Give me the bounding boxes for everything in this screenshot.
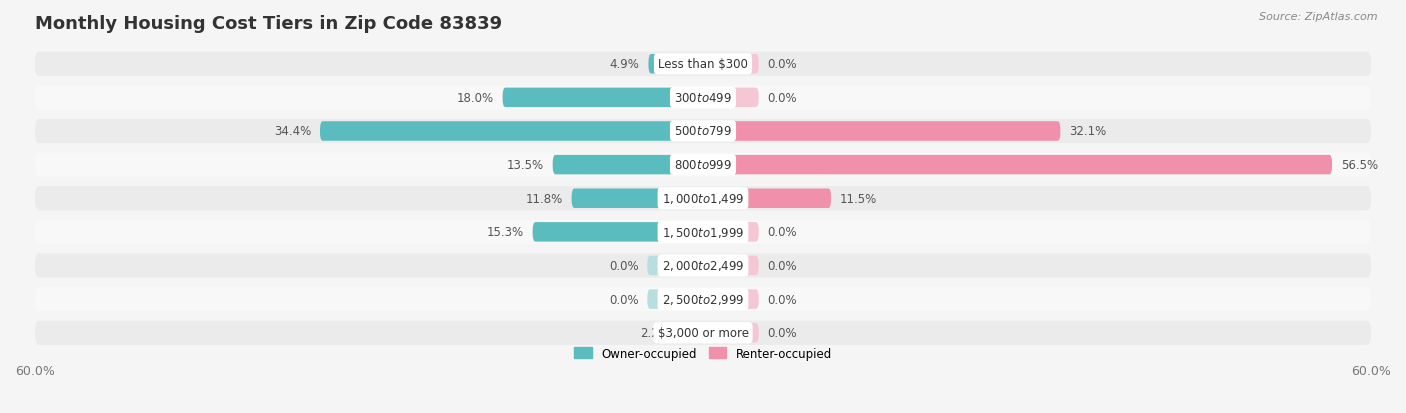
FancyBboxPatch shape <box>35 153 1371 177</box>
FancyBboxPatch shape <box>703 189 831 209</box>
FancyBboxPatch shape <box>35 52 1371 77</box>
Text: 0.0%: 0.0% <box>768 92 797 104</box>
Text: 56.5%: 56.5% <box>1341 159 1378 172</box>
FancyBboxPatch shape <box>679 323 703 343</box>
FancyBboxPatch shape <box>35 86 1371 110</box>
FancyBboxPatch shape <box>703 88 759 108</box>
Text: $500 to $799: $500 to $799 <box>673 125 733 138</box>
Text: 0.0%: 0.0% <box>768 293 797 306</box>
Text: $1,000 to $1,499: $1,000 to $1,499 <box>662 192 744 206</box>
FancyBboxPatch shape <box>572 189 703 209</box>
FancyBboxPatch shape <box>35 287 1371 311</box>
Text: 0.0%: 0.0% <box>609 259 638 272</box>
Text: 0.0%: 0.0% <box>609 293 638 306</box>
Text: $800 to $999: $800 to $999 <box>673 159 733 172</box>
Text: Less than $300: Less than $300 <box>658 58 748 71</box>
Text: 34.4%: 34.4% <box>274 125 311 138</box>
Text: 15.3%: 15.3% <box>486 226 524 239</box>
FancyBboxPatch shape <box>703 55 759 74</box>
Text: $3,000 or more: $3,000 or more <box>658 326 748 339</box>
FancyBboxPatch shape <box>553 155 703 175</box>
FancyBboxPatch shape <box>321 122 703 141</box>
Text: 0.0%: 0.0% <box>768 58 797 71</box>
FancyBboxPatch shape <box>703 290 759 309</box>
FancyBboxPatch shape <box>35 321 1371 345</box>
Text: Monthly Housing Cost Tiers in Zip Code 83839: Monthly Housing Cost Tiers in Zip Code 8… <box>35 15 502 33</box>
Text: 2.2%: 2.2% <box>640 326 669 339</box>
FancyBboxPatch shape <box>648 55 703 74</box>
FancyBboxPatch shape <box>647 256 703 275</box>
Text: $1,500 to $1,999: $1,500 to $1,999 <box>662 225 744 239</box>
FancyBboxPatch shape <box>533 223 703 242</box>
Text: 4.9%: 4.9% <box>610 58 640 71</box>
Text: $300 to $499: $300 to $499 <box>673 92 733 104</box>
Text: 13.5%: 13.5% <box>506 159 544 172</box>
FancyBboxPatch shape <box>35 120 1371 144</box>
FancyBboxPatch shape <box>703 256 759 275</box>
Text: 11.5%: 11.5% <box>839 192 877 205</box>
Text: 11.8%: 11.8% <box>526 192 562 205</box>
FancyBboxPatch shape <box>703 122 1060 141</box>
FancyBboxPatch shape <box>703 323 759 343</box>
Text: 0.0%: 0.0% <box>768 259 797 272</box>
Text: $2,000 to $2,499: $2,000 to $2,499 <box>662 259 744 273</box>
Text: 32.1%: 32.1% <box>1070 125 1107 138</box>
FancyBboxPatch shape <box>35 254 1371 278</box>
FancyBboxPatch shape <box>703 223 759 242</box>
Text: 0.0%: 0.0% <box>768 326 797 339</box>
FancyBboxPatch shape <box>35 220 1371 244</box>
Text: $2,500 to $2,999: $2,500 to $2,999 <box>662 292 744 306</box>
Legend: Owner-occupied, Renter-occupied: Owner-occupied, Renter-occupied <box>569 342 837 364</box>
FancyBboxPatch shape <box>647 290 703 309</box>
Text: 18.0%: 18.0% <box>457 92 494 104</box>
Text: Source: ZipAtlas.com: Source: ZipAtlas.com <box>1260 12 1378 22</box>
FancyBboxPatch shape <box>35 187 1371 211</box>
FancyBboxPatch shape <box>502 88 703 108</box>
Text: 0.0%: 0.0% <box>768 226 797 239</box>
FancyBboxPatch shape <box>703 155 1331 175</box>
